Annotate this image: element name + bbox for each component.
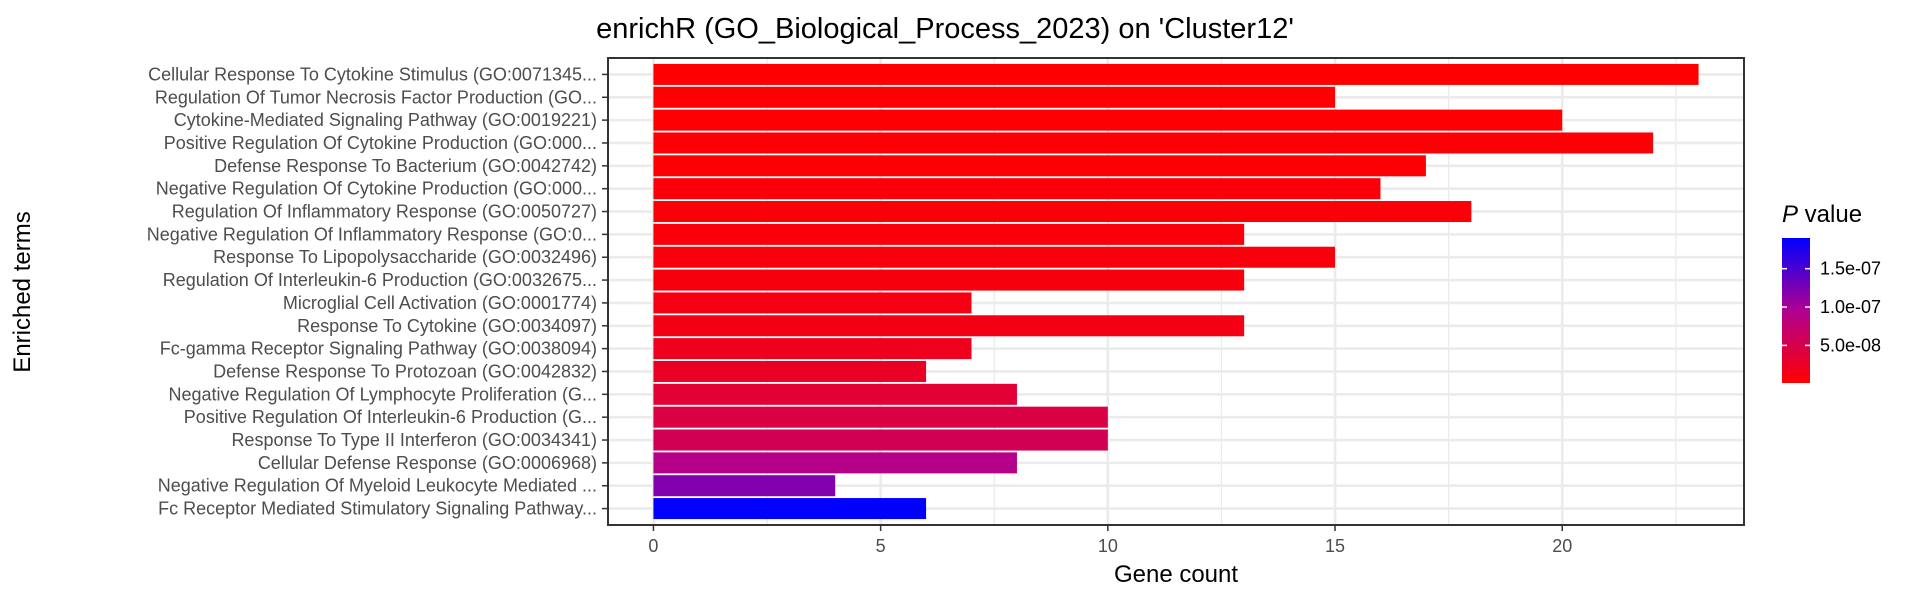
bar	[653, 155, 1426, 177]
y-tick-label: Response To Cytokine (GO:0034097)	[297, 316, 597, 336]
bar	[653, 201, 1472, 223]
bar	[653, 269, 1245, 291]
bar	[653, 132, 1654, 154]
bar	[653, 178, 1381, 200]
y-tick-label: Regulation Of Inflammatory Response (GO:…	[172, 202, 597, 222]
legend-tick-label: 5.0e-08	[1820, 335, 1881, 355]
legend-ticks: 5.0e-08 1.0e-07 1.5e-07	[1782, 259, 1881, 355]
bar	[653, 406, 1108, 428]
y-axis-title: Enriched terms	[9, 211, 36, 372]
legend-colorbar	[1782, 238, 1810, 383]
legend-tick-label: 1.0e-07	[1820, 297, 1881, 317]
bar	[653, 246, 1336, 268]
y-tick-label: Microglial Cell Activation (GO:0001774)	[283, 293, 597, 313]
legend-title-rest: value	[1798, 201, 1862, 228]
legend-title-italic: P	[1782, 201, 1798, 228]
legend-tick-label: 1.5e-07	[1820, 259, 1881, 279]
bar	[653, 498, 927, 520]
y-tick-label: Regulation Of Tumor Necrosis Factor Prod…	[155, 87, 597, 107]
bar	[653, 475, 836, 497]
x-tick-label: 5	[876, 536, 886, 556]
y-tick-label: Defense Response To Bacterium (GO:004274…	[214, 156, 597, 176]
bar	[653, 315, 1245, 337]
y-tick-label: Fc-gamma Receptor Signaling Pathway (GO:…	[160, 339, 597, 359]
x-tick-label: 10	[1098, 536, 1118, 556]
y-tick-label: Negative Regulation Of Lymphocyte Prolif…	[168, 384, 597, 404]
x-tick-label: 20	[1552, 536, 1572, 556]
bar	[653, 429, 1108, 451]
y-tick-label: Response To Type II Interferon (GO:00343…	[231, 430, 597, 450]
bar	[653, 360, 927, 382]
x-tick-label: 15	[1325, 536, 1345, 556]
bar	[653, 86, 1336, 108]
y-tick-label: Negative Regulation Of Cytokine Producti…	[156, 179, 597, 199]
y-tick-label: Negative Regulation Of Myeloid Leukocyte…	[158, 476, 597, 496]
legend-title: P value	[1782, 201, 1862, 228]
bar	[653, 109, 1563, 131]
y-tick-label: Cellular Response To Cytokine Stimulus (…	[148, 64, 597, 84]
bar	[653, 63, 1699, 85]
y-axis-ticks: Cellular Response To Cytokine Stimulus (…	[147, 64, 608, 519]
x-axis-title: Gene count	[1114, 561, 1238, 588]
y-tick-label: Defense Response To Protozoan (GO:004283…	[213, 361, 597, 381]
bar	[653, 383, 1017, 405]
y-tick-label: Positive Regulation Of Cytokine Producti…	[164, 133, 597, 153]
y-tick-label: Positive Regulation Of Interleukin-6 Pro…	[184, 407, 597, 427]
y-tick-label: Response To Lipopolysaccharide (GO:00324…	[213, 247, 597, 267]
chart-title: enrichR (GO_Biological_Process_2023) on …	[596, 13, 1294, 45]
y-tick-label: Cellular Defense Response (GO:0006968)	[258, 453, 597, 473]
bar	[653, 292, 972, 314]
x-axis-ticks: 0 5 10 15 20	[648, 525, 1572, 556]
bar	[653, 452, 1017, 474]
x-tick-label: 0	[648, 536, 658, 556]
plot-panel-border	[607, 57, 1745, 526]
y-tick-label: Negative Regulation Of Inflammatory Resp…	[147, 224, 597, 244]
bar	[653, 338, 972, 360]
bar-series	[653, 63, 1699, 520]
bar	[653, 223, 1245, 245]
y-tick-label: Cytokine-Mediated Signaling Pathway (GO:…	[174, 110, 597, 130]
y-tick-label: Regulation Of Interleukin-6 Production (…	[163, 270, 597, 290]
p-value-legend: P value 5.0e-08 1.0e-07 1.5e-07	[1782, 201, 1881, 383]
y-tick-label: Fc Receptor Mediated Stimulatory Signali…	[158, 499, 597, 519]
